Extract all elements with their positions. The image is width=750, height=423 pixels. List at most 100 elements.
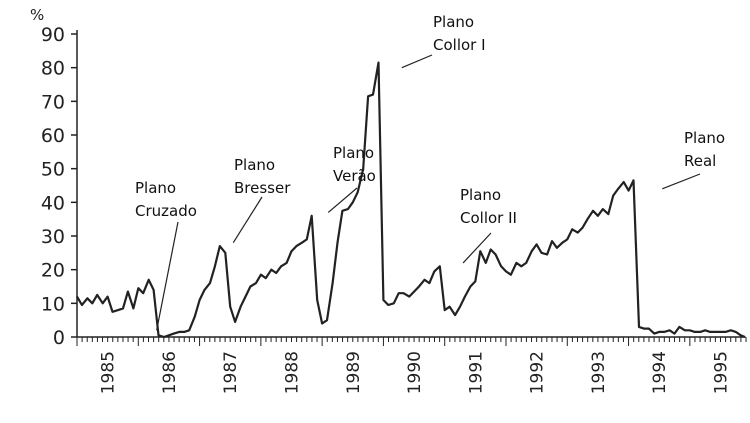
- data-point: [224, 252, 226, 254]
- data-point: [464, 296, 466, 298]
- data-point: [556, 247, 558, 249]
- data-point: [602, 208, 604, 210]
- annotation-label: Plano Cruzado: [135, 179, 197, 220]
- data-point: [428, 282, 430, 284]
- data-point: [347, 208, 349, 210]
- y-tick-label: 40: [41, 192, 65, 214]
- y-tick-label: 80: [41, 58, 65, 80]
- data-point: [199, 299, 201, 301]
- data-point: [102, 302, 104, 304]
- data-point: [505, 270, 507, 272]
- y-axis-unit: %: [30, 6, 44, 24]
- data-point: [372, 94, 374, 96]
- annotation-label: Plano Bresser: [234, 156, 291, 197]
- y-tick-label: 10: [41, 293, 65, 315]
- data-point: [520, 265, 522, 267]
- data-point: [628, 190, 630, 192]
- annotation-leader: [327, 187, 358, 213]
- data-point: [510, 274, 512, 276]
- x-tick-label: 1990: [405, 351, 425, 394]
- data-point: [719, 331, 722, 333]
- data-point: [663, 331, 665, 333]
- data-point: [306, 238, 308, 240]
- annotation-line: Bresser: [234, 179, 291, 197]
- data-point: [439, 265, 441, 267]
- data-point: [571, 228, 573, 230]
- data-point: [393, 302, 395, 304]
- data-point: [332, 282, 334, 284]
- y-tick-label: 50: [41, 159, 65, 181]
- annotation-label: Plano Collor I: [433, 13, 486, 54]
- data-point: [301, 242, 303, 244]
- data-point: [341, 210, 343, 212]
- data-point: [209, 282, 211, 284]
- data-point: [531, 250, 533, 252]
- data-point: [740, 334, 742, 336]
- data-point: [148, 279, 150, 281]
- data-point: [132, 307, 134, 309]
- series-layer: [76, 61, 746, 339]
- data-point: [540, 252, 543, 254]
- annotation-leader: [462, 232, 492, 264]
- data-point: [495, 253, 497, 256]
- annotation-leader: [401, 54, 433, 69]
- annotation-line: Real: [684, 152, 716, 170]
- data-point: [408, 296, 410, 298]
- y-tick-label: 30: [41, 226, 65, 248]
- data-point: [107, 296, 109, 298]
- data-point: [157, 334, 160, 336]
- annotation-label: Plano Verão: [333, 144, 376, 185]
- data-point: [582, 227, 584, 229]
- data-point: [684, 329, 686, 331]
- data-point: [704, 329, 706, 331]
- x-tick-label: 1987: [221, 351, 241, 394]
- data-point: [474, 280, 476, 282]
- data-point: [194, 316, 196, 318]
- data-point: [586, 218, 589, 220]
- data-point: [229, 306, 231, 308]
- data-point: [336, 242, 339, 244]
- data-point: [81, 304, 83, 306]
- data-point: [173, 333, 175, 335]
- data-point: [403, 292, 405, 294]
- data-point: [592, 210, 594, 212]
- data-point: [744, 336, 746, 338]
- x-axis: 1985 1986 1987 1988 1989 1990 1991 1992 1993 1994…: [76, 336, 747, 394]
- annotation-line: Collor II: [460, 209, 517, 227]
- data-point: [612, 195, 614, 197]
- data-point: [485, 262, 487, 264]
- data-point: [367, 95, 369, 97]
- x-tick-label: 1992: [528, 351, 548, 394]
- data-point: [643, 328, 645, 330]
- data-point: [137, 287, 139, 289]
- data-point: [280, 265, 282, 267]
- data-point: [479, 250, 481, 252]
- annotations-layer: Plano Cruzado Plano Bresser Plano Verão Plano C…: [135, 13, 725, 331]
- data-point: [311, 215, 313, 217]
- data-point: [735, 331, 737, 333]
- data-point: [454, 314, 456, 316]
- data-point: [142, 292, 144, 294]
- data-point: [178, 331, 180, 333]
- data-point: [219, 245, 221, 247]
- data-point: [295, 245, 297, 247]
- y-tick-label: 60: [41, 125, 65, 147]
- data-point: [91, 302, 93, 304]
- x-tick-label: 1985: [99, 351, 119, 394]
- data-point: [709, 331, 711, 333]
- data-point: [255, 282, 257, 284]
- data-point: [290, 250, 293, 252]
- annotation-line: Plano: [333, 144, 374, 162]
- data-point: [96, 294, 98, 296]
- annotation-line: Plano: [684, 129, 725, 147]
- annotation-line: Cruzado: [135, 202, 197, 220]
- x-tick-label: 1988: [282, 351, 302, 394]
- data-point: [623, 181, 625, 183]
- data-point: [724, 331, 727, 333]
- data-point: [127, 291, 129, 293]
- data-point: [265, 277, 267, 279]
- data-point: [183, 331, 185, 333]
- data-point: [561, 242, 564, 244]
- data-point: [418, 285, 420, 288]
